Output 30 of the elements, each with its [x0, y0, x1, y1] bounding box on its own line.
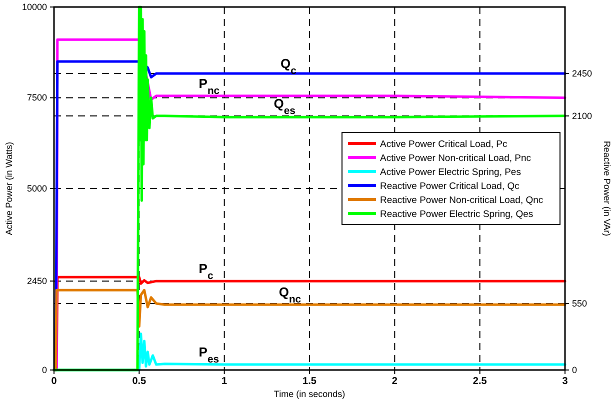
annotation: Q$_{nc}$ [278, 284, 302, 306]
y-axis-title: Active Power (in Watts) [4, 142, 14, 236]
x-tick-label: 2.5 [472, 376, 488, 388]
x-tick-label: 1.5 [302, 376, 317, 388]
legend-label: Reactive Power Critical Load, Qc [380, 181, 520, 192]
y-tick-label: 7500 [26, 92, 47, 103]
x-tick-label: 1 [222, 376, 228, 388]
legend-label: Active Power Electric Spring, Pes [380, 167, 522, 178]
x-tick-label: 0 [51, 376, 58, 388]
x-tick-label: 2 [392, 376, 398, 388]
x-tick-label: 0.5 [132, 376, 147, 388]
y2-tick-label: 2450 [572, 68, 592, 78]
y-tick-label: 2450 [26, 276, 47, 286]
legend-label: Reactive Power Non-critical Load, Qnc [380, 195, 544, 206]
annotation: P$_{c}$ [198, 261, 214, 282]
x-tick-label: 3 [562, 376, 568, 388]
y-tick-label: 10000 [22, 2, 47, 12]
y2-tick-label: 0 [572, 364, 578, 375]
annotation: P$_{es}$ [198, 344, 220, 366]
y2-tick-label: 550 [572, 298, 588, 308]
legend-label: Active Power Non-critical Load, Pnc [380, 153, 532, 164]
legend-label: Active Power Critical Load, Pc [380, 139, 508, 150]
annotation: P$_{nc}$ [198, 76, 220, 96]
y2-tick-label: 2100 [572, 110, 592, 121]
x-axis-title: Time (in seconds) [274, 389, 346, 399]
y-tick-label: 0 [42, 364, 47, 375]
y2-axis-title: Reactive Power (in VAr) [602, 140, 612, 236]
legend-label: Reactive Power Electric Spring, Qes [380, 209, 534, 220]
y-tick-label: 5000 [26, 183, 47, 194]
annotation: Q$_{es}$ [274, 96, 296, 116]
